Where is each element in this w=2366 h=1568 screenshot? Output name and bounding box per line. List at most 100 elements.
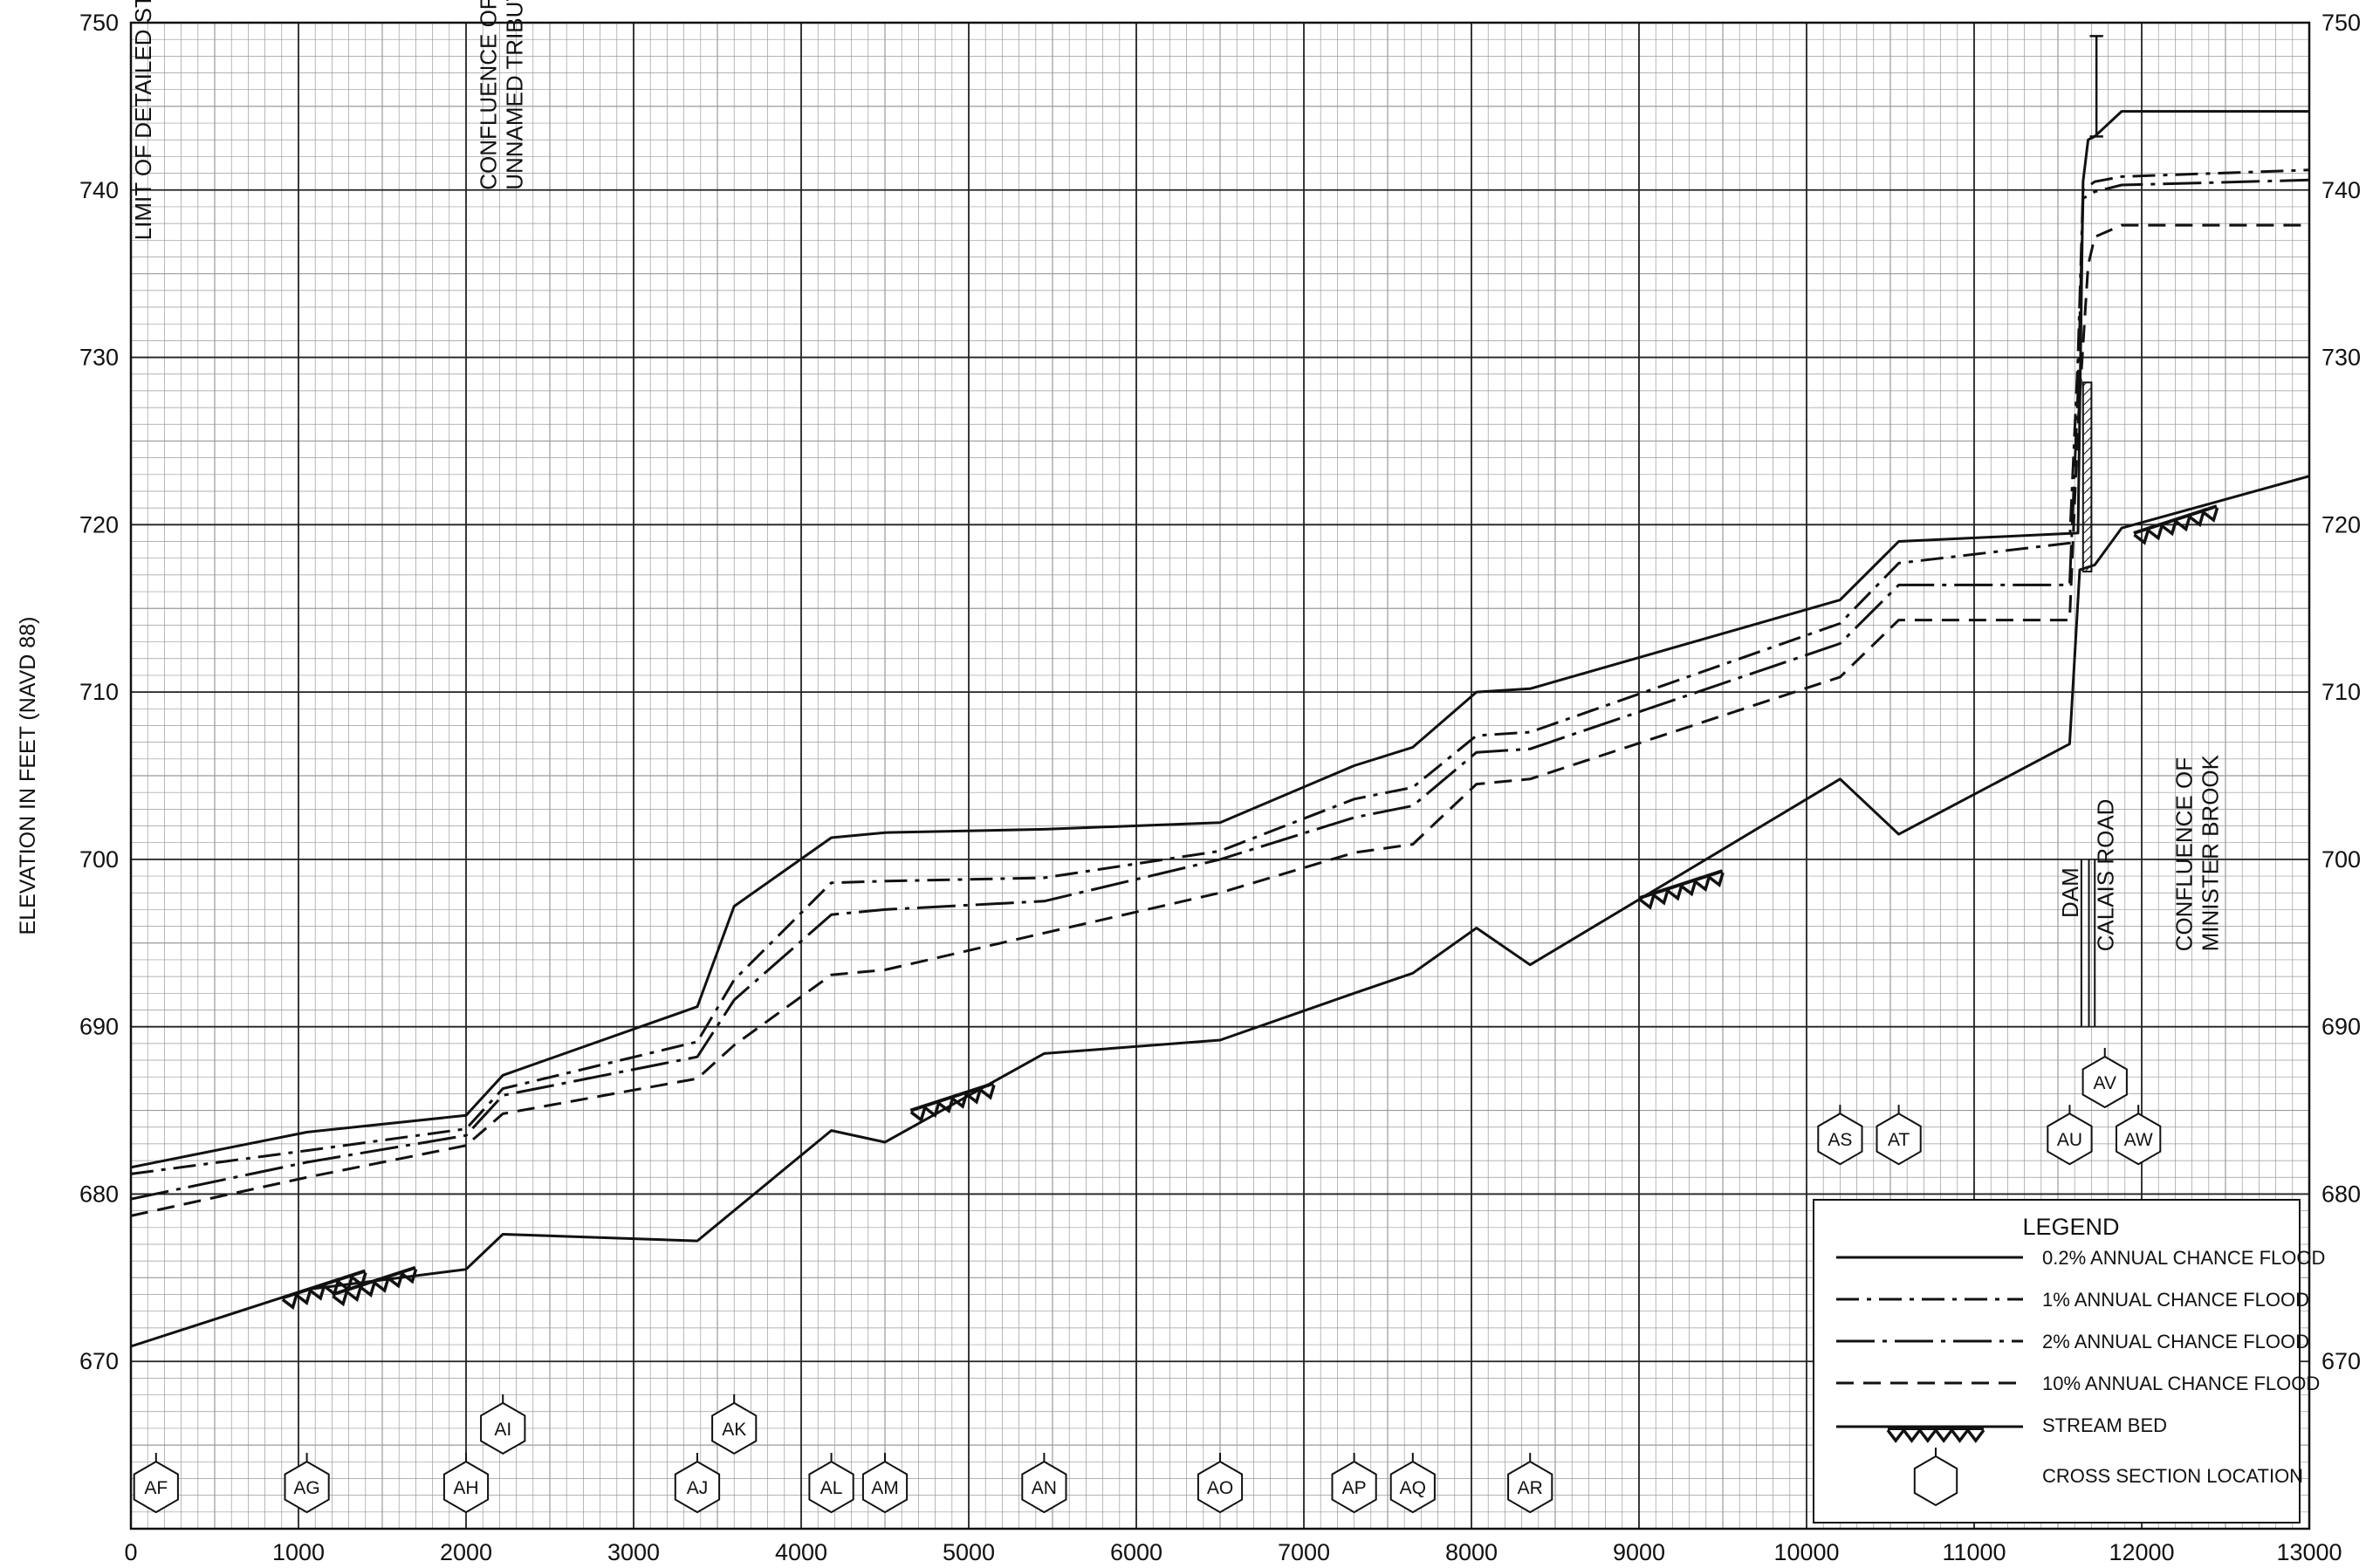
legend-sample-bed-hatch (1886, 1427, 1985, 1443)
bed-symbol-line (909, 1081, 994, 1113)
bed-symbol-line (332, 1265, 416, 1297)
cross-section-hexagon (480, 1401, 526, 1455)
y-tick-label-right: 720 (2321, 511, 2361, 538)
bed-symbol-tooth (1918, 1428, 1937, 1443)
cross-section-hexagon (2081, 1055, 2128, 1109)
cross-section-hexagon (442, 1460, 490, 1514)
cross-section-label: AR (1518, 1478, 1543, 1498)
bed-symbol-tooth (1680, 880, 1697, 897)
cross-section-hexagon (1197, 1460, 1244, 1514)
legend: LEGEND 0.2% ANNUAL CHANCE FLOOD 1% ANNUAL… (1813, 1199, 2325, 1523)
series-p10 (130, 223, 2309, 1217)
x-tick-label: 5000 (943, 1539, 995, 1565)
y-tick-label: 670 (79, 1348, 119, 1374)
cross-section-markers: AF AG AH AI AJ AK AL AM AN AO AP AQ AR AS AT AU AV AW (133, 1047, 2162, 1514)
bed-symbol-tooth (295, 1290, 312, 1305)
y-tick-label: 750 (79, 10, 119, 36)
y-axis-left: 670 680 690 700 710 720 730 740 750 (79, 10, 119, 1374)
legend-label: 1% ANNUAL CHANCE FLOOD (2042, 1289, 2309, 1311)
cross-section-label: AV (2094, 1073, 2116, 1093)
legend-sample-hexagon (1913, 1455, 1958, 1507)
y-tick-label: 720 (79, 511, 119, 538)
cross-section-label: AW (2124, 1130, 2153, 1150)
annotation-line: CALAIS ROAD (2092, 799, 2118, 952)
legend-title: LEGEND (2022, 1214, 2119, 1240)
annotation-text: LIMIT OF DETAILED STUDY (130, 0, 156, 240)
x-tick-label: 8000 (1445, 1539, 1498, 1565)
bed-symbol-tooth (360, 1282, 376, 1298)
bed-symbol-tooth (1694, 876, 1711, 893)
stream-bed-hatch (332, 1265, 418, 1307)
cross-section-hexagon (861, 1460, 909, 1514)
y-tick-label: 730 (79, 345, 119, 371)
x-tick-label: 11000 (1942, 1539, 2006, 1565)
bed-symbol-tooth (909, 1106, 927, 1123)
profile-series (130, 110, 2310, 1348)
cross-section-label: AG (293, 1478, 319, 1498)
cross-section-hexagon (1507, 1460, 1553, 1514)
bed-symbol-tooth (2174, 516, 2191, 532)
cross-section-hexagon (2116, 1113, 2162, 1166)
y-tick-label-right: 750 (2321, 10, 2361, 36)
cross-section-hexagon (133, 1460, 179, 1514)
annotation-line: LIMIT OF DETAILED STUDY (130, 0, 156, 240)
bed-symbol-tooth (1652, 890, 1670, 906)
annotation-line: DAM (2057, 867, 2083, 918)
plot-frame (129, 21, 2311, 1530)
bed-symbol-tooth (965, 1089, 982, 1105)
x-tick-label: 12000 (2109, 1539, 2174, 1565)
cross-section-label: AF (144, 1478, 168, 1498)
y-tick-label-right: 680 (2321, 1181, 2361, 1207)
y-axis-right: 670 680 690 700 710 720 730 740 750 (2321, 10, 2361, 1374)
legend-label: 10% ANNUAL CHANCE FLOOD (2042, 1373, 2320, 1394)
y-tick-label-right: 700 (2321, 846, 2361, 873)
bed-symbol-tooth (1639, 894, 1656, 910)
y-tick-label: 740 (79, 177, 119, 203)
x-tick-label: 10000 (1773, 1539, 1839, 1565)
legend-box (1813, 1199, 2301, 1523)
cross-section-hexagon (1817, 1113, 1863, 1166)
y-tick-label-right: 710 (2321, 679, 2361, 705)
cross-section-hexagon (808, 1460, 854, 1514)
y-tick-label: 700 (79, 846, 119, 873)
series-p2 (130, 178, 2310, 1201)
bed-symbol-line (281, 1269, 366, 1300)
y-tick-label: 680 (79, 1181, 119, 1207)
bed-symbol-tooth (1950, 1428, 1970, 1443)
cross-section-hexagon (1331, 1460, 1377, 1514)
bed-symbol-tooth (332, 1291, 348, 1307)
bed-symbol-tooth (2133, 530, 2150, 545)
annotations: LIMIT OF DETAILED STUDY CONFLUENCE OFUNNA… (130, 0, 2224, 951)
cross-section-hexagon (284, 1460, 330, 1514)
cross-section-hexagon (1021, 1460, 1067, 1514)
series-p02 (130, 110, 2309, 1169)
bed-symbol-tooth (1966, 1428, 1985, 1443)
bed-symbol-tooth (346, 1286, 362, 1303)
bed-symbol-tooth (1902, 1428, 1922, 1443)
stream-bed-hatch (281, 1269, 367, 1311)
bed-symbol-tooth (923, 1102, 941, 1119)
stream-bed-hatch (909, 1081, 996, 1123)
legend-label: CROSS SECTION LOCATION (2042, 1465, 2303, 1487)
annotation-text: CONFLUENCE OFUNNAMED TRIBUTARY (476, 0, 528, 190)
cross-section-hexagon (2047, 1113, 2093, 1166)
bed-symbol-tooth (387, 1273, 404, 1289)
x-tick-label: 2000 (440, 1539, 492, 1565)
bed-symbol-tooth (373, 1277, 390, 1293)
stream-bed-hatch (1638, 869, 1725, 910)
bed-symbol-tooth (2161, 520, 2177, 537)
dam-structure (2081, 381, 2093, 573)
bed-symbol-tooth (309, 1285, 326, 1301)
annotation-line: UNNAMED TRIBUTARY (502, 0, 528, 190)
series-bed (130, 475, 2310, 1348)
cross-section-label: AM (871, 1478, 899, 1498)
bed-symbol-tooth (401, 1269, 418, 1284)
structures (2080, 35, 2103, 1027)
x-tick-label: 9000 (1613, 1539, 1665, 1565)
cross-section-label: AI (494, 1420, 511, 1440)
cross-section-label: AU (2057, 1130, 2082, 1150)
legend-label: 0.2% ANNUAL CHANCE FLOOD (2042, 1247, 2325, 1269)
y-tick-label: 710 (79, 679, 119, 705)
cross-section-label: AS (1828, 1130, 1852, 1150)
bed-symbol-tooth (937, 1098, 955, 1114)
